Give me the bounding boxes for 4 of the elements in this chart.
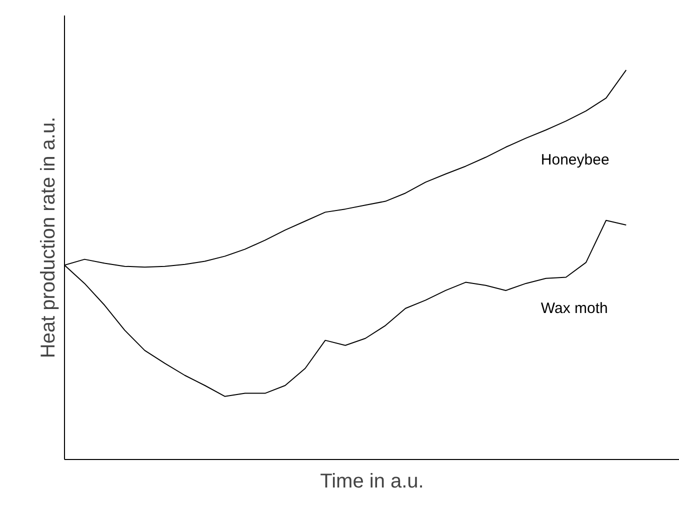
series-label: Wax moth xyxy=(540,300,608,317)
x-axis-title: Time in a.u. xyxy=(320,470,424,492)
series-label: Honeybee xyxy=(540,152,610,169)
y-axis-title: Heat production rate in a.u. xyxy=(38,116,60,358)
